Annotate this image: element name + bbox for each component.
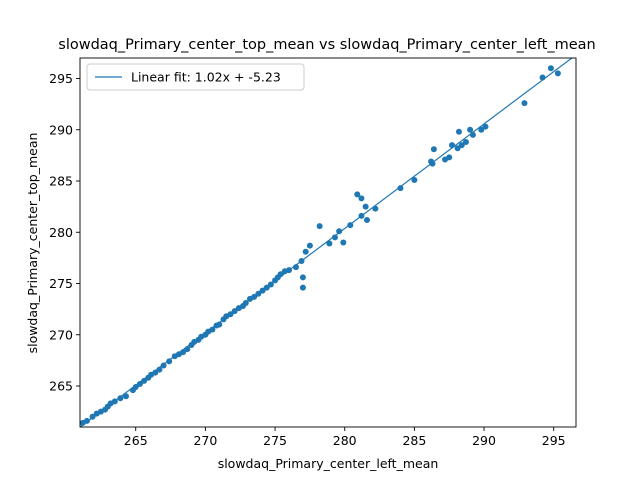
data-point [122, 393, 129, 400]
data-point [521, 100, 528, 107]
data-point [299, 284, 306, 291]
legend-fit-label: Linear fit: 1.02x + -5.23 [131, 70, 281, 85]
data-point [446, 154, 453, 161]
data-point [397, 185, 404, 192]
data-point [160, 362, 167, 369]
x-tick-label: 275 [263, 433, 287, 448]
data-point [467, 126, 474, 133]
legend-box [86, 63, 305, 91]
x-tick-label: 280 [333, 433, 357, 448]
y-tick-label: 280 [49, 225, 73, 240]
y-tick-label: 265 [49, 379, 73, 394]
data-point [302, 248, 309, 255]
x-tick-label: 285 [402, 433, 426, 448]
y-tick-label: 275 [49, 276, 73, 291]
data-point [132, 384, 139, 391]
fit-line [80, 58, 573, 427]
data-point [354, 191, 361, 198]
data-point [364, 216, 371, 223]
y-tick-label: 290 [49, 122, 73, 137]
x-tick-label: 290 [472, 433, 496, 448]
x-tick-label: 270 [193, 433, 217, 448]
data-points [80, 65, 561, 426]
data-point [554, 70, 561, 77]
y-tick-label: 270 [49, 327, 73, 342]
data-point [362, 203, 369, 210]
data-point [454, 145, 461, 152]
data-point [547, 65, 554, 72]
data-point [331, 234, 338, 241]
data-point [136, 380, 143, 387]
data-point [117, 395, 124, 402]
axes-frame [79, 57, 577, 428]
y-tick-label: 285 [49, 174, 73, 189]
data-point [299, 274, 306, 281]
data-point [340, 239, 347, 246]
data-point [455, 128, 462, 135]
fit-line-group [80, 58, 573, 427]
data-point [430, 146, 437, 153]
x-tick-label: 265 [124, 433, 148, 448]
data-point [458, 142, 465, 149]
data-point [209, 326, 216, 333]
data-point [462, 139, 469, 146]
data-point [166, 358, 173, 365]
data-point [326, 240, 333, 247]
data-point [358, 195, 365, 202]
data-point [478, 126, 485, 133]
chart-title: slowdaq_Primary_center_top_mean vs slowd… [58, 37, 595, 53]
x-axis-label: slowdaq_Primary_center_left_mean [218, 456, 439, 471]
data-point [316, 223, 323, 230]
y-tick-label: 295 [49, 71, 73, 86]
data-point [482, 123, 489, 130]
x-tick-label: 295 [542, 433, 566, 448]
plot-area: 265 270 275 280 285 290 295 265 270 275 280 285 290 2… [49, 57, 577, 448]
legend: Linear fit: 1.02x + -5.23 [86, 63, 305, 91]
data-point [411, 176, 418, 183]
y-axis-label: slowdaq_Primary_center_top_mean [25, 133, 40, 354]
data-point [141, 377, 148, 384]
data-point [336, 228, 343, 235]
data-point [306, 242, 313, 249]
